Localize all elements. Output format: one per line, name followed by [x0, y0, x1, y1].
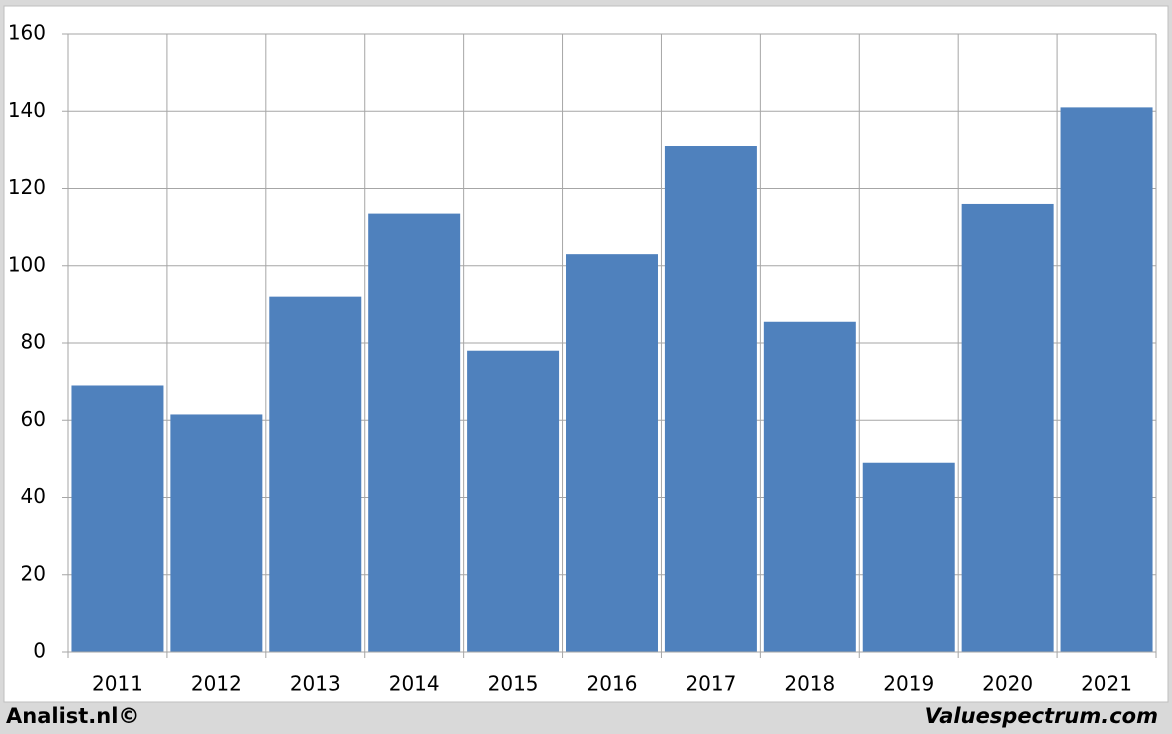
bar [170, 414, 263, 652]
x-tick-label: 2011 [92, 672, 143, 696]
x-tick-label: 2012 [191, 672, 242, 696]
x-tick-label: 2014 [389, 672, 440, 696]
x-tick-label: 2016 [587, 672, 638, 696]
bar [763, 321, 856, 652]
watermark: Valuespectrum.com [925, 704, 1158, 728]
bar [1060, 107, 1153, 652]
source-label: Analist.nl© [6, 704, 139, 728]
y-tick-label: 160 [8, 21, 46, 45]
bar [368, 213, 461, 652]
x-tick-label: 2018 [784, 672, 835, 696]
x-tick-label: 2021 [1081, 672, 1132, 696]
x-tick-label: 2019 [883, 672, 934, 696]
x-tick-label: 2013 [290, 672, 341, 696]
bar [566, 254, 658, 652]
y-tick-label: 80 [21, 330, 46, 354]
bar [71, 385, 164, 652]
y-tick-label: 120 [8, 175, 46, 199]
y-tick-label: 60 [21, 407, 46, 431]
y-tick-label: 0 [33, 639, 46, 663]
y-tick-label: 40 [21, 484, 46, 508]
x-tick-label: 2015 [488, 672, 539, 696]
y-tick-label: 100 [8, 252, 46, 276]
bar [269, 296, 362, 652]
x-tick-label: 2020 [982, 672, 1033, 696]
y-tick-label: 20 [21, 561, 46, 585]
bar [664, 146, 757, 652]
bar [961, 203, 1054, 652]
bar [862, 462, 955, 652]
x-tick-label: 2017 [685, 672, 736, 696]
bar [467, 350, 560, 652]
y-tick-label: 140 [8, 98, 46, 122]
